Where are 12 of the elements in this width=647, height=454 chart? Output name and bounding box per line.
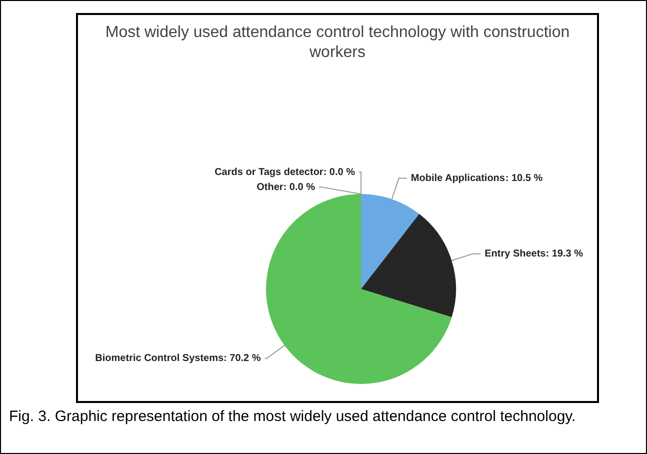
text: : 0.0 %	[323, 166, 356, 178]
data-label: : 19.3 %	[546, 248, 584, 260]
data-label: : 10.5 %	[505, 173, 543, 184]
slice-label: Mobile Applications	[410, 173, 506, 184]
category-label: Cards or Tags detector	[214, 166, 324, 178]
category-label: Other	[256, 182, 284, 193]
chart-title: Most widely used attendance control technology with construction workers	[104, 23, 571, 63]
slice-label: Biometric Control Systems	[95, 353, 224, 364]
text: : 0.0 %	[283, 182, 316, 193]
slice-label: Entry Sheets	[484, 248, 546, 260]
data-label: : 70.2 %	[224, 353, 261, 364]
caption: Fig. 3. Graphic representation of the most widely used attendance control technology.	[9, 408, 577, 426]
